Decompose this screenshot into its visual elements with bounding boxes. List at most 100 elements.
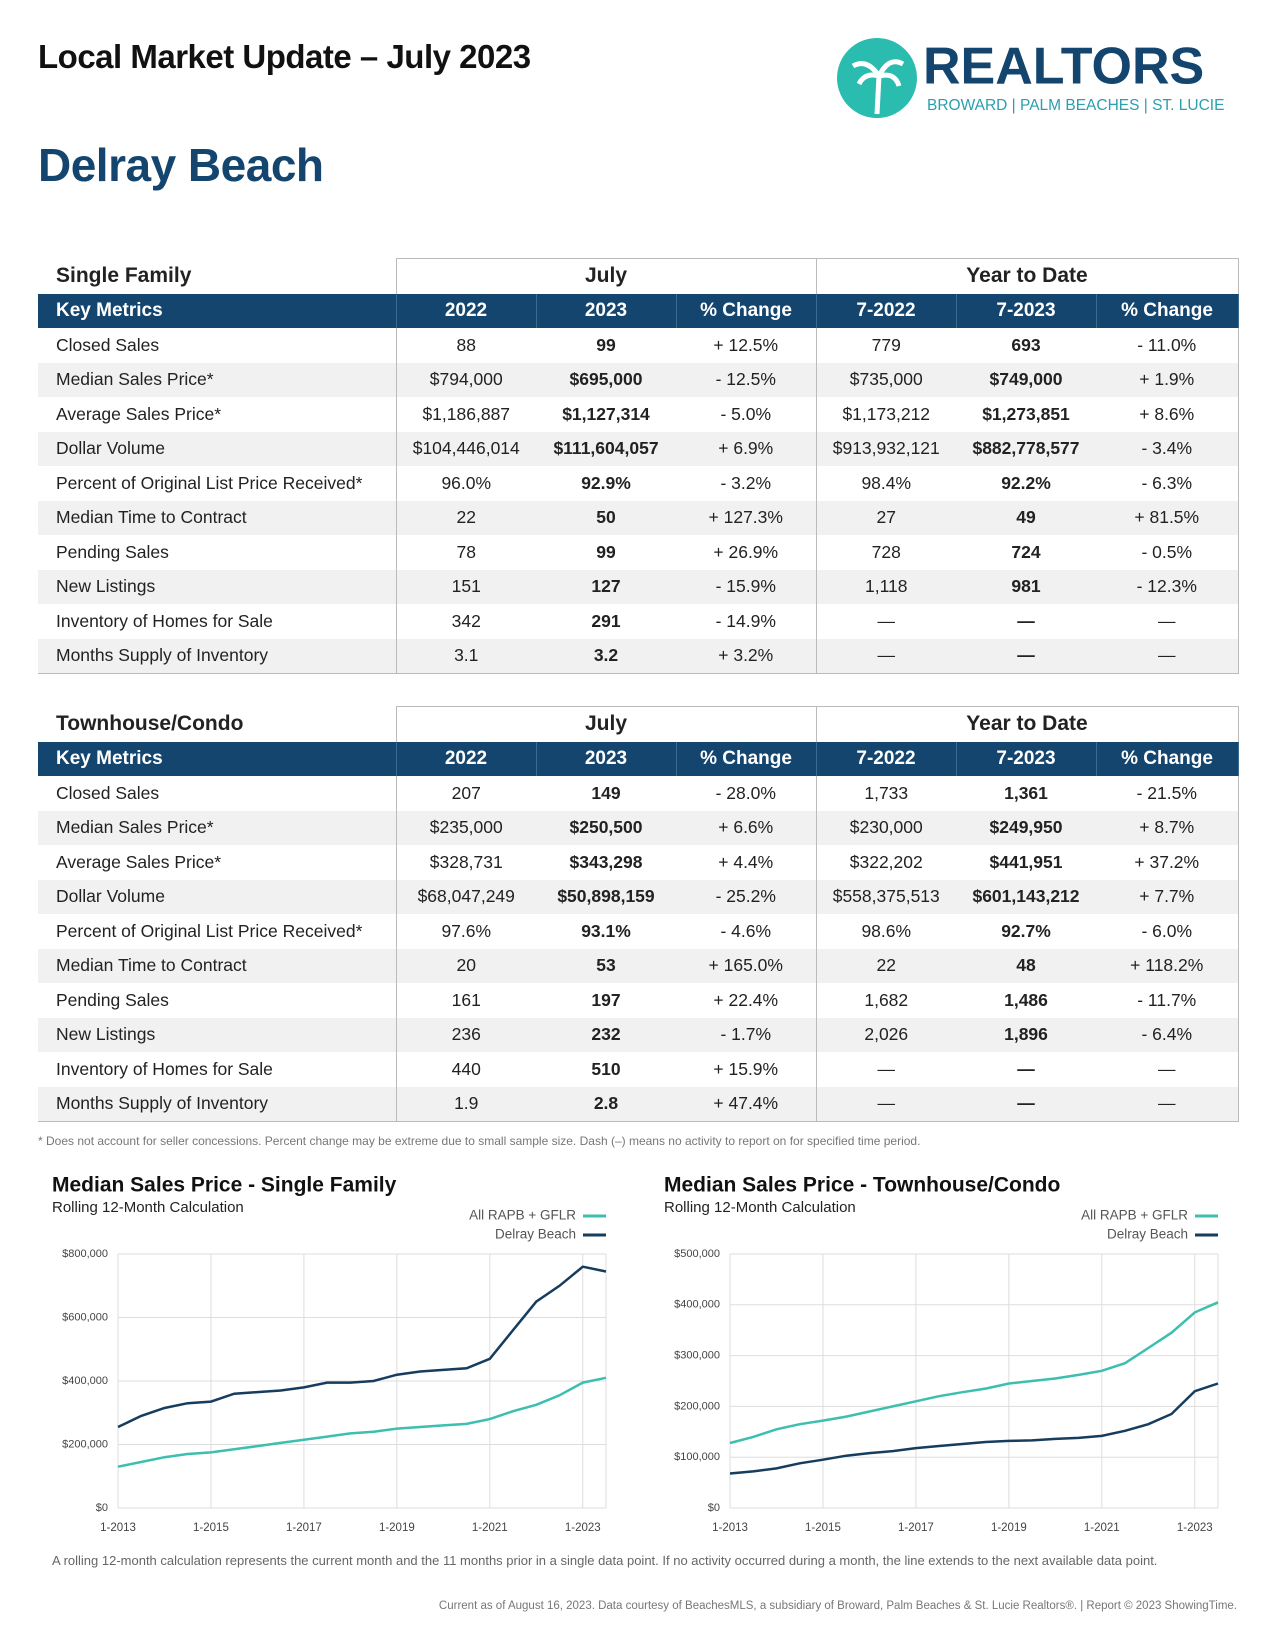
metric-row: New Listings 236 232- 1.7% 2,026 1,896- 6.4% [38,1017,1239,1052]
y-tick-label: $800,000 [62,1248,108,1260]
cell: 1,118 [816,569,956,604]
cell: - 15.9% [676,569,817,604]
cell: $558,375,513 [816,879,956,914]
cell: + 12.5% [676,328,817,363]
cell: $913,932,121 [816,431,956,466]
cell: Months Supply of Inventory [38,1086,397,1122]
cell: - 11.7% [1096,983,1239,1018]
metrics-table: Townhouse/Condo July Year to Date Key Metri… [38,706,1239,1122]
cell: + 6.9% [676,431,817,466]
section-title: Townhouse/Condo [38,706,397,742]
cell: $882,778,577 [956,431,1096,466]
x-tick-label: 1-2013 [712,1522,748,1534]
y-tick-label: $600,000 [62,1311,108,1323]
cell: 149 [591,782,621,803]
logo-palm [851,59,905,115]
x-tick-label: 1-2021 [1084,1522,1120,1534]
cell: 49 [956,500,1096,535]
cell: 93.1% [581,920,631,941]
cell: 1,361 [1004,782,1048,803]
cell: Median Sales Price* [38,810,397,845]
cell: 48 [956,948,1096,983]
series-line [117,1376,607,1468]
cell: $601,143,212 [956,879,1096,914]
cell: New Listings [38,569,397,604]
cell: - 6.3% [1096,466,1239,501]
metrics-table: Single Family July Year to Date Key Metrics… [38,258,1239,674]
group-header: Year to Date [816,706,1239,742]
cell: + 22.4% [676,983,817,1018]
cell: 27 [816,500,956,535]
column-header: % Change [676,741,817,776]
series-line [117,1265,607,1429]
cell: 342 [451,610,481,631]
cell: + 3.2% [676,638,817,674]
cell: 207 [451,782,481,803]
cell: 724 [1011,541,1041,562]
cell: + 118.2% [1096,948,1239,983]
metric-row: Percent of Original List Price Received*… [38,466,1239,501]
cell: $441,951 [989,851,1063,872]
cell: - 12.5% [676,362,817,397]
cell: 96.0% [441,472,492,493]
cell: $749,000 [956,362,1096,397]
cell: $735,000 [816,362,956,397]
group-header: July [396,706,817,742]
cell: - 28.0% [676,776,817,811]
cell: + 127.3% [676,500,817,535]
cell: — [1096,1052,1239,1087]
cell: — [956,638,1096,674]
x-tick-label: 1-2019 [379,1522,415,1534]
metric-row: Dollar Volume $68,047,249 $50,898,159- 25.… [38,879,1239,914]
y-tick-label: $100,000 [674,1451,720,1463]
cell: - 6.4% [1096,1017,1239,1052]
cell: 981 [956,569,1096,604]
x-tick-label: 1-2013 [100,1522,136,1534]
y-tick-label: $400,000 [62,1375,108,1387]
metric-row: Closed Sales 88 99 + 12.5% 779 693 - 11.0% [38,328,1239,363]
chart-title: Median Sales Price - Single Family [52,1174,397,1197]
x-tick-label: 1-2023 [1177,1522,1213,1534]
cell: 197 [591,989,621,1010]
x-tick-label: 1-2021 [472,1522,508,1534]
metric-row: Pending Sales 161 197 + 22.4% 1,682 1,486 - 11… [38,983,1239,1018]
metric-row: Average Sales Price* $1,186,887 $1,127,314… [38,397,1239,432]
cell: — [877,1058,896,1079]
cell: 510 [591,1058,621,1079]
cell: — [1017,610,1035,631]
cell: 127 [536,569,676,604]
cell: $322,202 [849,851,923,872]
cell: Dollar Volume [38,879,397,914]
cell: New Listings [38,1017,397,1052]
y-tick-label: $0 [96,1502,108,1514]
header-row: Key Metrics 2022 2023% Change 7-2022 7-2023%… [38,741,1239,776]
x-tick-label: 1-2015 [193,1522,229,1534]
metric-row: New Listings 151 127- 15.9% 1,118 981- 12.3% [38,569,1239,604]
cell: + 8.7% [1096,810,1239,845]
cell: Closed Sales [38,328,397,363]
cell: 779 [871,334,901,355]
cell: $1,186,887 [422,403,511,424]
cell: 92.9% [581,472,631,493]
cell: 693 [1011,334,1041,355]
logo-sub: BROWARD | PALM BEACHES | ST. LUCIE [927,97,1224,114]
cell: + 7.7% [1096,879,1239,914]
cell: Median Sales Price* [38,362,397,397]
cell: 2.8 [536,1086,676,1122]
metric-row: Inventory of Homes for Sale 440 510 + 15.9%… [38,1052,1239,1087]
cell: — [956,1086,1096,1122]
cell: 97.6% [441,920,492,941]
cell: 98.6% [861,920,912,941]
cell: 1,896 [956,1017,1096,1052]
cell: - 0.5% [1096,535,1239,570]
cell: $794,000 [396,362,536,397]
chart-subtitle: Rolling 12-Month Calculation [664,1199,856,1216]
metric-row: Median Sales Price* $794,000 $695,000- 12.… [38,362,1239,397]
column-header: % Change [1096,293,1239,328]
column-header: 2022 [396,293,537,328]
cell: $104,446,014 [396,431,536,466]
section-title: Single Family [38,258,397,294]
cell: + 8.6% [1096,397,1239,432]
group-row: Townhouse/Condo July Year to Date [38,706,1239,742]
